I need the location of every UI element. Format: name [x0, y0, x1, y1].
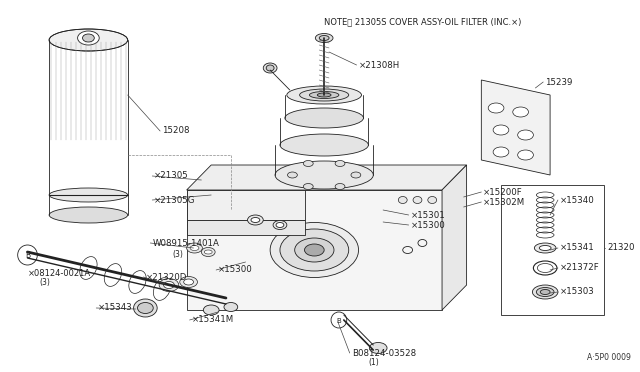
Text: NOTE） 21305S COVER ASSY-OIL FILTER (INC.×): NOTE） 21305S COVER ASSY-OIL FILTER (INC.… — [324, 17, 522, 26]
Text: ×21372F: ×21372F — [560, 263, 600, 273]
Ellipse shape — [319, 35, 329, 41]
Ellipse shape — [273, 221, 287, 230]
Text: W08915-1401A: W08915-1401A — [152, 238, 219, 247]
Text: ×15200F: ×15200F — [483, 187, 523, 196]
Ellipse shape — [413, 196, 422, 203]
Ellipse shape — [536, 288, 554, 296]
Ellipse shape — [351, 172, 361, 178]
Text: ×15341: ×15341 — [560, 244, 595, 253]
Ellipse shape — [369, 343, 387, 353]
Text: ×21320D: ×21320D — [145, 273, 187, 282]
Ellipse shape — [275, 161, 373, 189]
Text: ×21308H: ×21308H — [358, 61, 400, 70]
Text: (3): (3) — [172, 250, 183, 260]
Ellipse shape — [263, 63, 277, 73]
Polygon shape — [187, 220, 305, 235]
Ellipse shape — [317, 93, 331, 97]
Text: ×21305: ×21305 — [154, 170, 189, 180]
Ellipse shape — [305, 244, 324, 256]
Ellipse shape — [316, 33, 333, 42]
Ellipse shape — [518, 130, 533, 140]
Ellipse shape — [266, 65, 274, 71]
Text: ×15341M: ×15341M — [191, 315, 234, 324]
Ellipse shape — [285, 108, 364, 128]
Polygon shape — [187, 165, 467, 190]
Ellipse shape — [248, 215, 263, 225]
Ellipse shape — [287, 172, 298, 178]
Text: ×15301: ×15301 — [411, 211, 445, 219]
Text: 15208: 15208 — [162, 125, 189, 135]
Text: A·5P0 0009: A·5P0 0009 — [588, 353, 631, 362]
Ellipse shape — [540, 289, 550, 295]
Text: ×15343: ×15343 — [98, 304, 133, 312]
Text: ×15300: ×15300 — [218, 266, 253, 275]
Ellipse shape — [224, 302, 237, 311]
Text: (3): (3) — [39, 279, 50, 288]
Ellipse shape — [204, 250, 212, 254]
Polygon shape — [481, 80, 550, 175]
Ellipse shape — [138, 302, 153, 314]
Ellipse shape — [398, 196, 407, 203]
Ellipse shape — [49, 188, 128, 202]
Ellipse shape — [184, 279, 193, 285]
Polygon shape — [187, 190, 442, 310]
Ellipse shape — [180, 276, 198, 288]
Ellipse shape — [518, 150, 533, 160]
Text: ×15302M: ×15302M — [483, 198, 525, 206]
Ellipse shape — [335, 183, 345, 189]
Ellipse shape — [204, 305, 219, 315]
Ellipse shape — [49, 29, 128, 51]
Ellipse shape — [303, 183, 313, 189]
Ellipse shape — [159, 279, 179, 292]
Ellipse shape — [49, 207, 128, 223]
Ellipse shape — [309, 92, 339, 99]
Text: B: B — [25, 251, 30, 260]
Ellipse shape — [270, 222, 358, 278]
Text: ×08124-0021A: ×08124-0021A — [28, 269, 91, 278]
Ellipse shape — [532, 285, 558, 299]
Ellipse shape — [280, 134, 369, 156]
Ellipse shape — [251, 218, 260, 222]
Ellipse shape — [513, 107, 529, 117]
Ellipse shape — [276, 222, 284, 228]
Text: 21320: 21320 — [607, 244, 635, 253]
Ellipse shape — [187, 243, 202, 253]
Text: ×15300: ×15300 — [411, 221, 445, 230]
Ellipse shape — [493, 147, 509, 157]
Ellipse shape — [534, 243, 556, 253]
Polygon shape — [187, 190, 305, 220]
Text: 15239: 15239 — [545, 77, 573, 87]
Ellipse shape — [493, 125, 509, 135]
Text: ×15340: ×15340 — [560, 196, 595, 205]
Polygon shape — [442, 165, 467, 310]
Ellipse shape — [300, 89, 349, 101]
Ellipse shape — [280, 229, 349, 271]
Ellipse shape — [164, 282, 174, 289]
Ellipse shape — [488, 103, 504, 113]
Ellipse shape — [303, 160, 313, 167]
Ellipse shape — [83, 34, 94, 42]
Ellipse shape — [335, 160, 345, 167]
Ellipse shape — [540, 246, 551, 250]
Ellipse shape — [428, 196, 436, 203]
Ellipse shape — [18, 245, 37, 265]
Ellipse shape — [190, 246, 199, 250]
Text: ×15303: ×15303 — [560, 288, 595, 296]
Ellipse shape — [77, 31, 99, 45]
Text: (1): (1) — [369, 357, 379, 366]
Text: ×21305G: ×21305G — [154, 196, 196, 205]
Ellipse shape — [202, 247, 215, 257]
Ellipse shape — [331, 312, 347, 328]
Ellipse shape — [287, 86, 362, 104]
Text: B08124-03528: B08124-03528 — [351, 349, 416, 357]
Ellipse shape — [294, 238, 334, 262]
Ellipse shape — [134, 299, 157, 317]
Text: B: B — [337, 318, 341, 324]
